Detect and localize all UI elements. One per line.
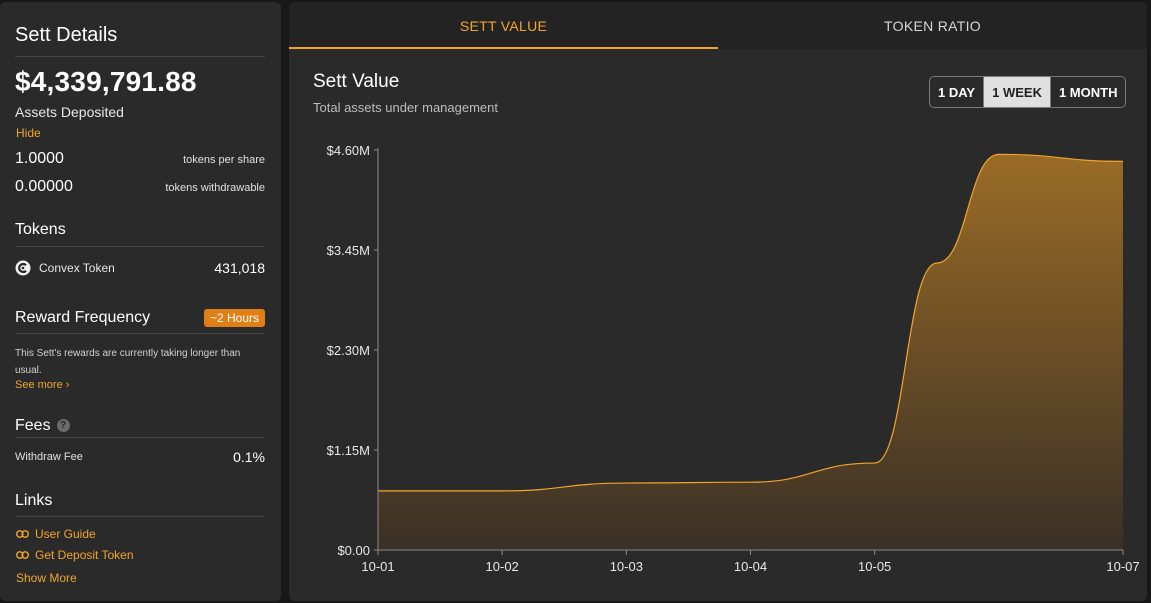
tokens-per-share-row: 1.0000 tokens per share <box>15 150 265 168</box>
chart-title: Sett Value <box>313 71 400 92</box>
reward-frequency-badge: ~2 Hours <box>203 309 265 327</box>
link-icon <box>16 530 29 538</box>
divider <box>15 246 265 247</box>
x-tick-label: 10-07 <box>1106 559 1139 574</box>
fees-title-text: Fees <box>15 417 51 434</box>
links-section-title: Links <box>15 492 53 509</box>
range-1-month-button[interactable]: 1 MONTH <box>1049 77 1125 107</box>
hide-link[interactable]: Hide <box>16 126 41 140</box>
x-tick-label: 10-01 <box>361 559 394 574</box>
sett-value-line <box>377 153 1124 492</box>
x-tick-label: 10-04 <box>734 559 767 574</box>
assets-deposited-label: Assets Deposited <box>15 104 124 120</box>
sett-details-title: Sett Details <box>15 24 118 46</box>
tokens-withdrawable-value: 0.00000 <box>15 178 73 195</box>
show-more-link[interactable]: Show More <box>16 571 77 585</box>
divider <box>15 56 265 57</box>
withdraw-fee-row: Withdraw Fee 0.1% <box>15 449 265 465</box>
x-tick-label: 10-02 <box>486 559 519 574</box>
y-tick-label: $0.00 <box>337 543 370 558</box>
see-more-link[interactable]: See more › <box>15 379 70 391</box>
sett-value-chart: $0.00 $1.15M $2.30M $3.45M $4.60M 10-01 10-02 1… <box>327 143 1140 574</box>
withdraw-fee-value: 0.1% <box>233 449 265 465</box>
token-amount: 431,018 <box>214 260 265 276</box>
tokens-withdrawable-row: 0.00000 tokens withdrawable <box>15 178 265 196</box>
y-tick-label: $4.60M <box>327 143 370 158</box>
get-deposit-token-label: Get Deposit Token <box>35 548 134 562</box>
time-range-selector: 1 DAY 1 WEEK 1 MONTH <box>929 76 1127 108</box>
sett-value-area <box>378 154 1123 550</box>
y-tick-label: $1.15M <box>327 443 370 458</box>
assets-deposited-value: $4,339,791.88 <box>15 66 197 97</box>
convex-token-icon <box>15 260 31 276</box>
divider <box>15 333 265 334</box>
reward-delay-notice: This Sett's rewards are currently taking… <box>15 348 241 376</box>
tokens-per-share-value: 1.0000 <box>15 150 64 167</box>
range-1-day-button[interactable]: 1 DAY <box>938 84 976 100</box>
token-name: Convex Token <box>39 261 115 275</box>
reward-frequency-title: Reward Frequency <box>15 309 151 326</box>
withdraw-fee-label: Withdraw Fee <box>15 451 83 463</box>
x-tick-label: 10-03 <box>610 559 643 574</box>
chart-panel: SETT VALUE TOKEN RATIO Sett Value Total … <box>289 2 1147 601</box>
x-tick-label: 10-05 <box>858 559 891 574</box>
range-1-week-button[interactable]: 1 WEEK <box>983 77 1050 107</box>
get-deposit-token-link[interactable]: Get Deposit Token <box>16 548 134 562</box>
divider <box>15 516 265 517</box>
chart-tabs: SETT VALUE TOKEN RATIO <box>289 2 1147 49</box>
y-tick-label: $2.30M <box>327 343 370 358</box>
tokens-withdrawable-label: tokens withdrawable <box>165 182 265 194</box>
tab-token-ratio[interactable]: TOKEN RATIO <box>884 17 981 34</box>
user-guide-link[interactable]: User Guide <box>16 527 96 541</box>
y-tick-label: $3.45M <box>327 243 370 258</box>
sett-details-panel: Sett Details $4,339,791.88 Assets Deposi… <box>0 2 281 601</box>
tokens-per-share-label: tokens per share <box>183 154 265 166</box>
divider <box>15 437 265 438</box>
user-guide-label: User Guide <box>35 527 96 541</box>
token-row: Convex Token 431,018 <box>15 260 265 276</box>
tokens-section-title: Tokens <box>15 221 66 238</box>
chart-subtitle: Total assets under management <box>313 100 498 115</box>
link-icon <box>16 551 29 559</box>
tab-sett-value[interactable]: SETT VALUE <box>289 2 718 49</box>
help-icon[interactable]: ? <box>56 419 70 433</box>
fees-section-title: Fees? <box>15 417 70 435</box>
